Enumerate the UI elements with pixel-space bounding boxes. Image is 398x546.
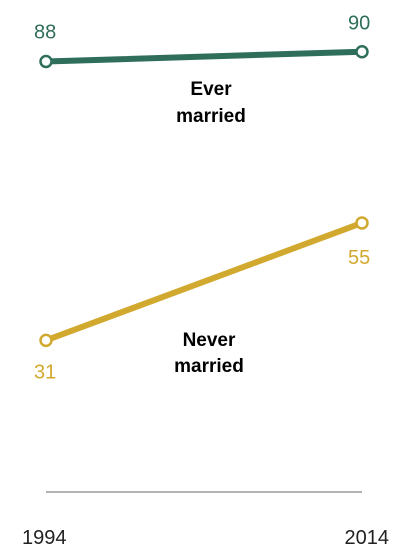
series-group: [39, 44, 369, 348]
data-label-ever-married: 90: [348, 13, 370, 35]
series-label-ever-married: Ever: [190, 79, 232, 100]
data-label-never-married: 55: [348, 247, 370, 269]
series-label-ever-married: married: [176, 106, 246, 127]
data-point-ever-married: [39, 54, 53, 69]
data-label-ever-married: 88: [34, 22, 56, 44]
x-tick-label: 2014: [345, 527, 390, 546]
series-line-ever-married: [43, 48, 365, 65]
series-label-never-married: married: [174, 356, 244, 377]
data-point-never-married: [355, 216, 369, 230]
data-point-never-married: [39, 333, 53, 348]
x-tick-label: 1994: [22, 527, 67, 546]
data-label-never-married: 31: [34, 361, 56, 383]
series-label-never-married: Never: [183, 330, 236, 351]
labels-group: 1994 2014 88 90 Ever married 31 55 Never married: [22, 13, 389, 546]
data-point-ever-married: [355, 44, 369, 59]
series-line-never-married: [43, 219, 365, 344]
